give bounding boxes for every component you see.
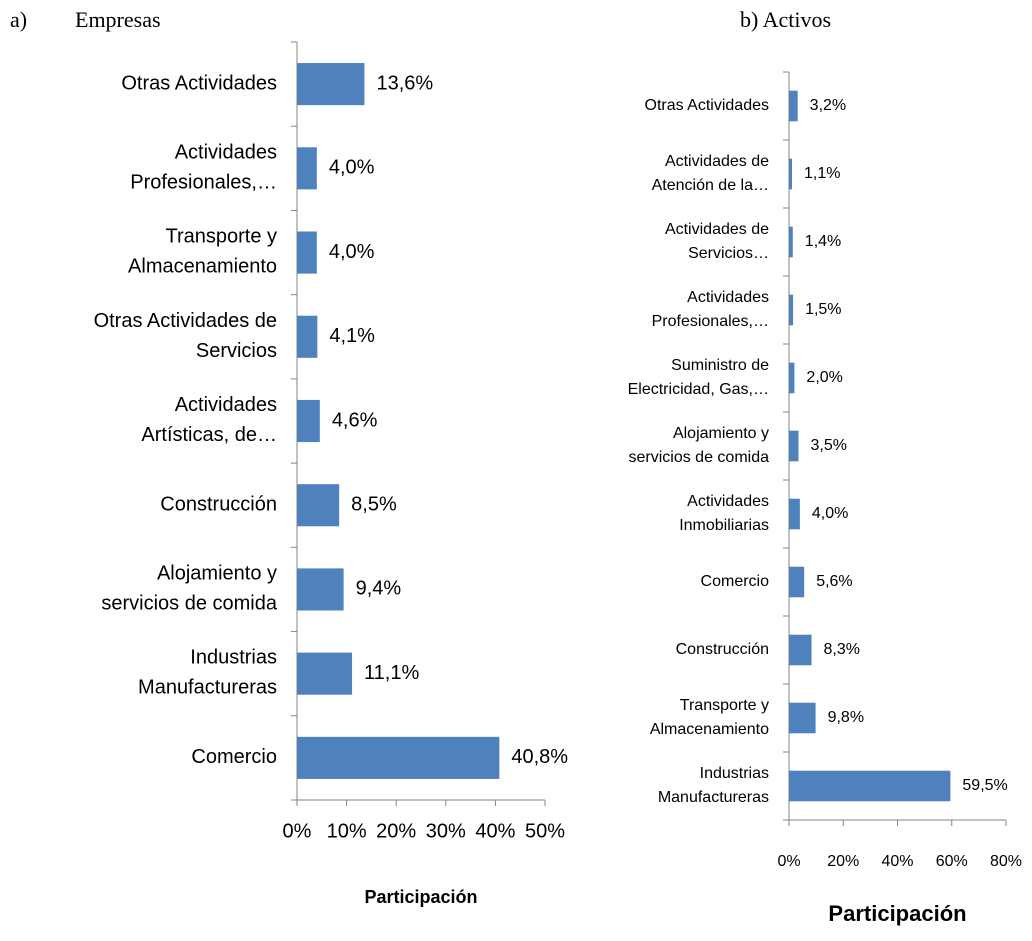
- bar: [789, 566, 805, 598]
- x-tick-label: 40%: [881, 853, 913, 870]
- x-axis-title: Participación: [364, 887, 477, 907]
- bar: [297, 484, 340, 527]
- x-tick-label: 60%: [936, 853, 968, 870]
- x-tick-label: 20%: [376, 820, 416, 842]
- bar: [297, 231, 317, 274]
- bar: [789, 634, 812, 666]
- data-label: 13,6%: [376, 72, 433, 94]
- data-label: 9,8%: [828, 709, 864, 726]
- y-tick-label: Otras Actividades: [121, 72, 277, 94]
- data-label: 3,5%: [810, 437, 846, 454]
- bar: [789, 702, 816, 734]
- data-label: 5,6%: [816, 573, 852, 590]
- y-tick-label: Transporte y Almacenamiento: [128, 226, 277, 278]
- y-tick-label: Industrias Manufactureras: [138, 647, 277, 699]
- bar: [297, 652, 353, 695]
- bar: [789, 294, 794, 326]
- data-label: 8,5%: [351, 494, 397, 516]
- bar: [297, 736, 500, 779]
- data-label: 4,0%: [329, 241, 375, 263]
- data-label: 11,1%: [364, 662, 419, 684]
- bar: [297, 399, 320, 443]
- data-label: 1,1%: [804, 165, 840, 182]
- y-tick-label: Actividades Profesionales,…: [130, 142, 277, 194]
- y-tick-label: Actividades Profesionales,…: [652, 289, 769, 330]
- data-label: 2,0%: [806, 369, 842, 386]
- y-tick-label: Alojamiento y servicios de comida: [629, 425, 770, 466]
- y-tick-label: Construcción: [676, 641, 769, 658]
- bar: [297, 568, 344, 611]
- x-tick-label: 40%: [475, 820, 515, 842]
- y-tick-label: Transporte y Almacenamiento: [650, 697, 769, 738]
- y-tick-label: Comercio: [701, 573, 770, 590]
- data-label: 40,8%: [511, 746, 568, 768]
- data-label: 8,3%: [824, 641, 860, 658]
- y-tick-label: Actividades Inmobiliarias: [679, 493, 769, 534]
- bar: [789, 770, 951, 802]
- bar: [297, 63, 365, 106]
- data-label: 1,5%: [805, 301, 841, 318]
- y-tick-label: Actividades de Servicios…: [665, 221, 769, 262]
- data-label: 59,5%: [962, 777, 1007, 794]
- bar: [297, 147, 317, 190]
- y-tick-label: Actividades de Atención de la…: [652, 153, 770, 194]
- data-label: 4,6%: [332, 409, 378, 431]
- bar: [789, 362, 795, 394]
- data-label: 4,1%: [329, 325, 375, 347]
- x-axis-title: Participación: [828, 901, 966, 926]
- y-tick-label: Comercio: [191, 746, 277, 768]
- chart-title: Empresas: [75, 7, 161, 32]
- y-tick-label: Industrias Manufactureras: [658, 765, 769, 806]
- data-label: 4,0%: [812, 505, 848, 522]
- y-tick-label: Otras Actividades de Servicios: [94, 310, 277, 362]
- x-tick-label: 30%: [426, 820, 466, 842]
- x-tick-label: 50%: [525, 820, 565, 842]
- bar: [297, 315, 318, 358]
- bar: [789, 430, 799, 462]
- x-tick-label: 10%: [327, 820, 367, 842]
- chart-title: b) Activos: [740, 7, 831, 32]
- data-label: 3,2%: [810, 97, 846, 114]
- bar: [789, 90, 798, 122]
- y-tick-label: Suministro de Electricidad, Gas,…: [628, 357, 769, 398]
- bar: [789, 158, 792, 190]
- y-tick-label: Alojamiento y servicios de comida: [101, 563, 278, 615]
- x-tick-label: 20%: [827, 853, 859, 870]
- data-label: 9,4%: [356, 578, 402, 600]
- y-tick-label: Otras Actividades: [645, 97, 770, 114]
- x-tick-label: 0%: [777, 853, 800, 870]
- x-tick-label: 0%: [283, 820, 312, 842]
- data-label: 1,4%: [805, 233, 841, 250]
- y-tick-label: Actividades Artísticas, de…: [141, 394, 277, 446]
- panel-label: a): [10, 7, 27, 32]
- x-tick-label: 80%: [990, 853, 1022, 870]
- bar: [789, 498, 800, 530]
- y-tick-label: Construcción: [160, 494, 277, 516]
- data-label: 4,0%: [329, 157, 375, 179]
- bar: [789, 226, 793, 258]
